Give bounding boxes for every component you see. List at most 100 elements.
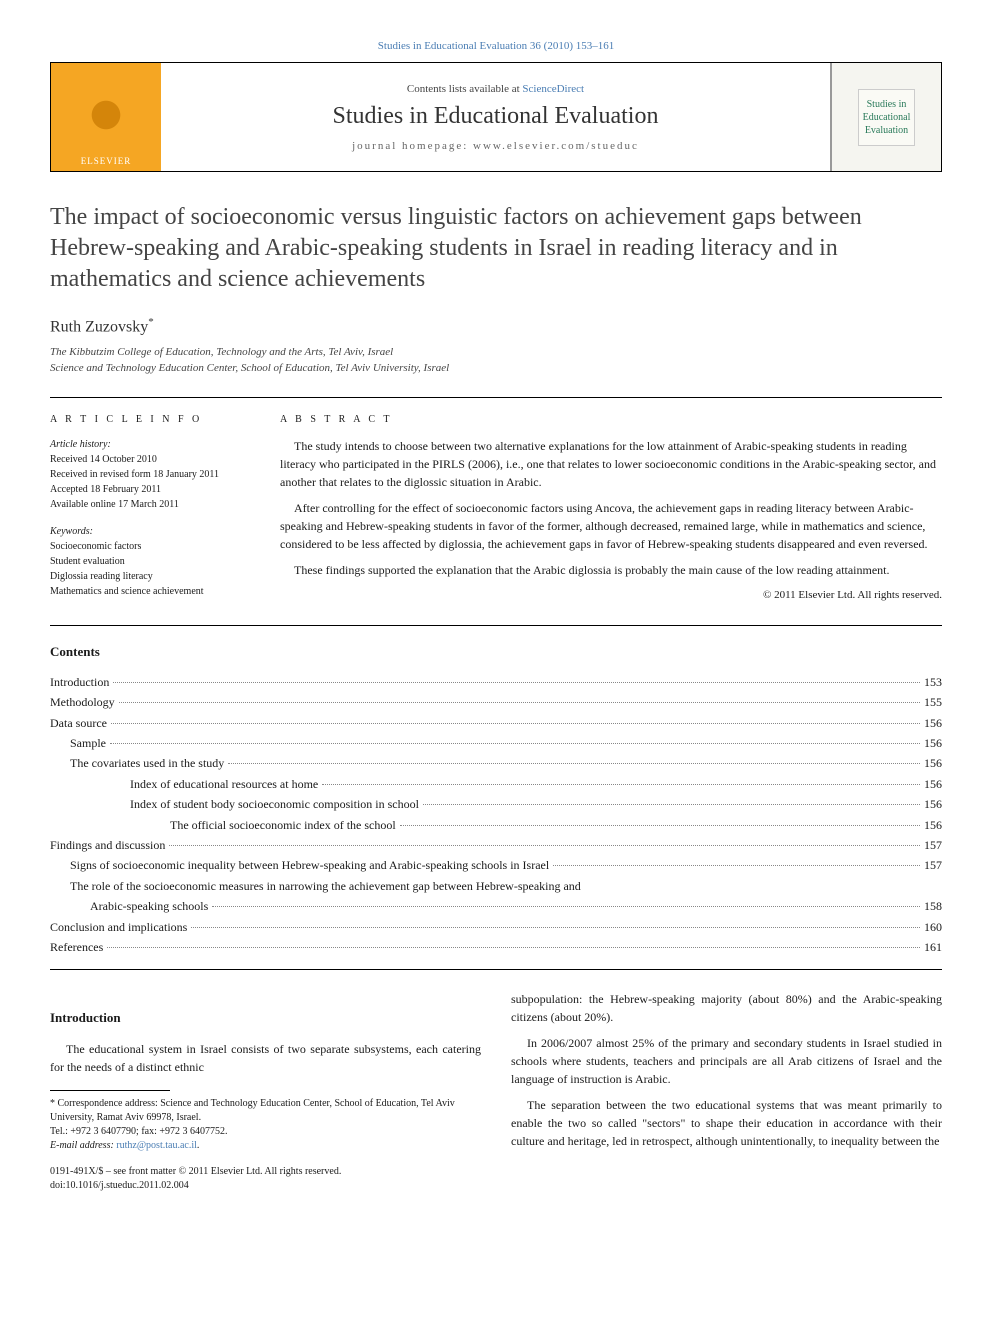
toc-label: Conclusion and implications (50, 917, 187, 937)
toc-page: 161 (924, 937, 942, 957)
toc-dots (110, 743, 920, 744)
toc-dots (553, 865, 920, 866)
article-info-heading: A R T I C L E I N F O (50, 412, 250, 427)
corresponding-marker: * (148, 316, 154, 328)
body-columns: Introduction The educational system in I… (50, 990, 942, 1193)
contents-available-line: Contents lists available at ScienceDirec… (407, 83, 584, 95)
toc-dots (423, 804, 920, 805)
toc-entry[interactable]: The role of the socioeconomic measures i… (50, 876, 942, 896)
toc-dots (400, 825, 920, 826)
article-history: Article history: Received 14 October 201… (50, 437, 250, 512)
right-column: subpopulation: the Hebrew-speaking major… (511, 990, 942, 1193)
affiliation-line: Science and Technology Education Center,… (50, 360, 942, 377)
toc-page: 160 (924, 917, 942, 937)
journal-homepage: journal homepage: www.elsevier.com/stued… (352, 140, 639, 152)
journal-cover-thumb: Studies in Educational Evaluation (831, 63, 941, 171)
toc-entry[interactable]: Sample156 (50, 733, 942, 753)
doi-line: doi:10.1016/j.stueduc.2011.02.004 (50, 1179, 481, 1193)
introduction-heading: Introduction (50, 1008, 481, 1028)
abstract-paragraph: After controlling for the effect of soci… (280, 499, 942, 553)
issn-line: 0191-491X/$ – see front matter © 2011 El… (50, 1165, 481, 1179)
toc-entry[interactable]: Index of student body socioeconomic comp… (50, 794, 942, 814)
toc-page: 157 (924, 835, 942, 855)
toc-label: The role of the socioeconomic measures i… (70, 876, 581, 896)
thumb-line: Evaluation (863, 124, 911, 137)
affiliations: The Kibbutzim College of Education, Tech… (50, 344, 942, 377)
toc-label: The covariates used in the study (70, 753, 224, 773)
email-label: E-mail address: (50, 1140, 116, 1151)
abstract-copyright: © 2011 Elsevier Ltd. All rights reserved… (280, 587, 942, 604)
toc-label: Signs of socioeconomic inequality betwee… (70, 855, 549, 875)
abstract-paragraph: The study intends to choose between two … (280, 437, 942, 491)
toc-label: The official socioeconomic index of the … (170, 815, 396, 835)
toc-label: Methodology (50, 692, 115, 712)
toc-dots (212, 906, 920, 907)
history-line: Received 14 October 2010 (50, 452, 250, 467)
contents-prefix: Contents lists available at (407, 83, 522, 95)
toc-label: Index of educational resources at home (130, 774, 318, 794)
affiliation-line: The Kibbutzim College of Education, Tech… (50, 344, 942, 361)
keyword: Diglossia reading literacy (50, 569, 250, 584)
email-link[interactable]: ruthz@post.tau.ac.il (116, 1140, 197, 1151)
body-paragraph: The educational system in Israel consist… (50, 1040, 481, 1076)
history-title: Article history: (50, 437, 250, 452)
toc-page: 158 (924, 896, 942, 916)
toc-dots (111, 723, 920, 724)
toc-label: Findings and discussion (50, 835, 165, 855)
toc-entry[interactable]: Signs of socioeconomic inequality betwee… (50, 855, 942, 875)
toc-dots (107, 947, 920, 948)
keyword: Socioeconomic factors (50, 539, 250, 554)
toc-page: 156 (924, 753, 942, 773)
toc-label: Data source (50, 713, 107, 733)
keywords-block: Keywords: Socioeconomic factors Student … (50, 524, 250, 599)
toc-entry[interactable]: Index of educational resources at home15… (50, 774, 942, 794)
toc-dots (119, 702, 920, 703)
toc-dots (191, 927, 920, 928)
toc-entry[interactable]: The covariates used in the study 156 (50, 753, 942, 773)
history-line: Available online 17 March 2011 (50, 497, 250, 512)
body-paragraph: subpopulation: the Hebrew-speaking major… (511, 990, 942, 1026)
toc-entry[interactable]: Findings and discussion 157 (50, 835, 942, 855)
keyword: Mathematics and science achievement (50, 584, 250, 599)
article-info-abstract-block: A R T I C L E I N F O Article history: R… (50, 397, 942, 626)
toc-entry[interactable]: Introduction153 (50, 672, 942, 692)
toc-entry[interactable]: Data source156 (50, 713, 942, 733)
toc-dots (113, 682, 920, 683)
thumb-line: Educational (863, 111, 911, 124)
toc-entry[interactable]: Conclusion and implications 160 (50, 917, 942, 937)
toc-page: 155 (924, 692, 942, 712)
keyword: Student evaluation (50, 554, 250, 569)
toc-label: Introduction (50, 672, 109, 692)
thumb-line: Studies in (863, 98, 911, 111)
journal-title: Studies in Educational Evaluation (333, 103, 659, 130)
contents-heading: Contents (50, 644, 942, 660)
email-suffix: . (197, 1140, 200, 1151)
abstract-heading: A B S T R A C T (280, 412, 942, 427)
toc-entry[interactable]: Arabic-speaking schools158 (50, 896, 942, 916)
correspondence-footnote: * Correspondence address: Science and Te… (50, 1097, 481, 1153)
journal-banner: ELSEVIER Contents lists available at Sci… (50, 62, 942, 172)
toc-dots (169, 845, 920, 846)
sciencedirect-link[interactable]: ScienceDirect (522, 83, 584, 95)
toc-label: Sample (70, 733, 106, 753)
toc-label: Index of student body socioeconomic comp… (130, 794, 419, 814)
elsevier-tree-icon (76, 91, 136, 151)
journal-reference: Studies in Educational Evaluation 36 (20… (50, 40, 942, 52)
abstract-paragraph: These findings supported the explanation… (280, 561, 942, 579)
toc-page: 156 (924, 815, 942, 835)
toc-entry[interactable]: The official socioeconomic index of the … (50, 815, 942, 835)
publisher-name: ELSEVIER (81, 156, 132, 166)
article-title: The impact of socioeconomic versus lingu… (50, 202, 942, 296)
table-of-contents: Introduction153Methodology155Data source… (50, 672, 942, 970)
toc-dots (322, 784, 920, 785)
body-paragraph: In 2006/2007 almost 25% of the primary a… (511, 1034, 942, 1088)
footnote-email-line: E-mail address: ruthz@post.tau.ac.il. (50, 1139, 481, 1153)
toc-entry[interactable]: Methodology 155 (50, 692, 942, 712)
toc-label: References (50, 937, 103, 957)
footnote-line: * Correspondence address: Science and Te… (50, 1097, 481, 1125)
history-line: Received in revised form 18 January 2011 (50, 467, 250, 482)
article-info: A R T I C L E I N F O Article history: R… (50, 412, 250, 611)
author-name: Ruth Zuzovsky* (50, 316, 942, 336)
toc-entry[interactable]: References 161 (50, 937, 942, 957)
banner-center: Contents lists available at ScienceDirec… (161, 63, 831, 171)
